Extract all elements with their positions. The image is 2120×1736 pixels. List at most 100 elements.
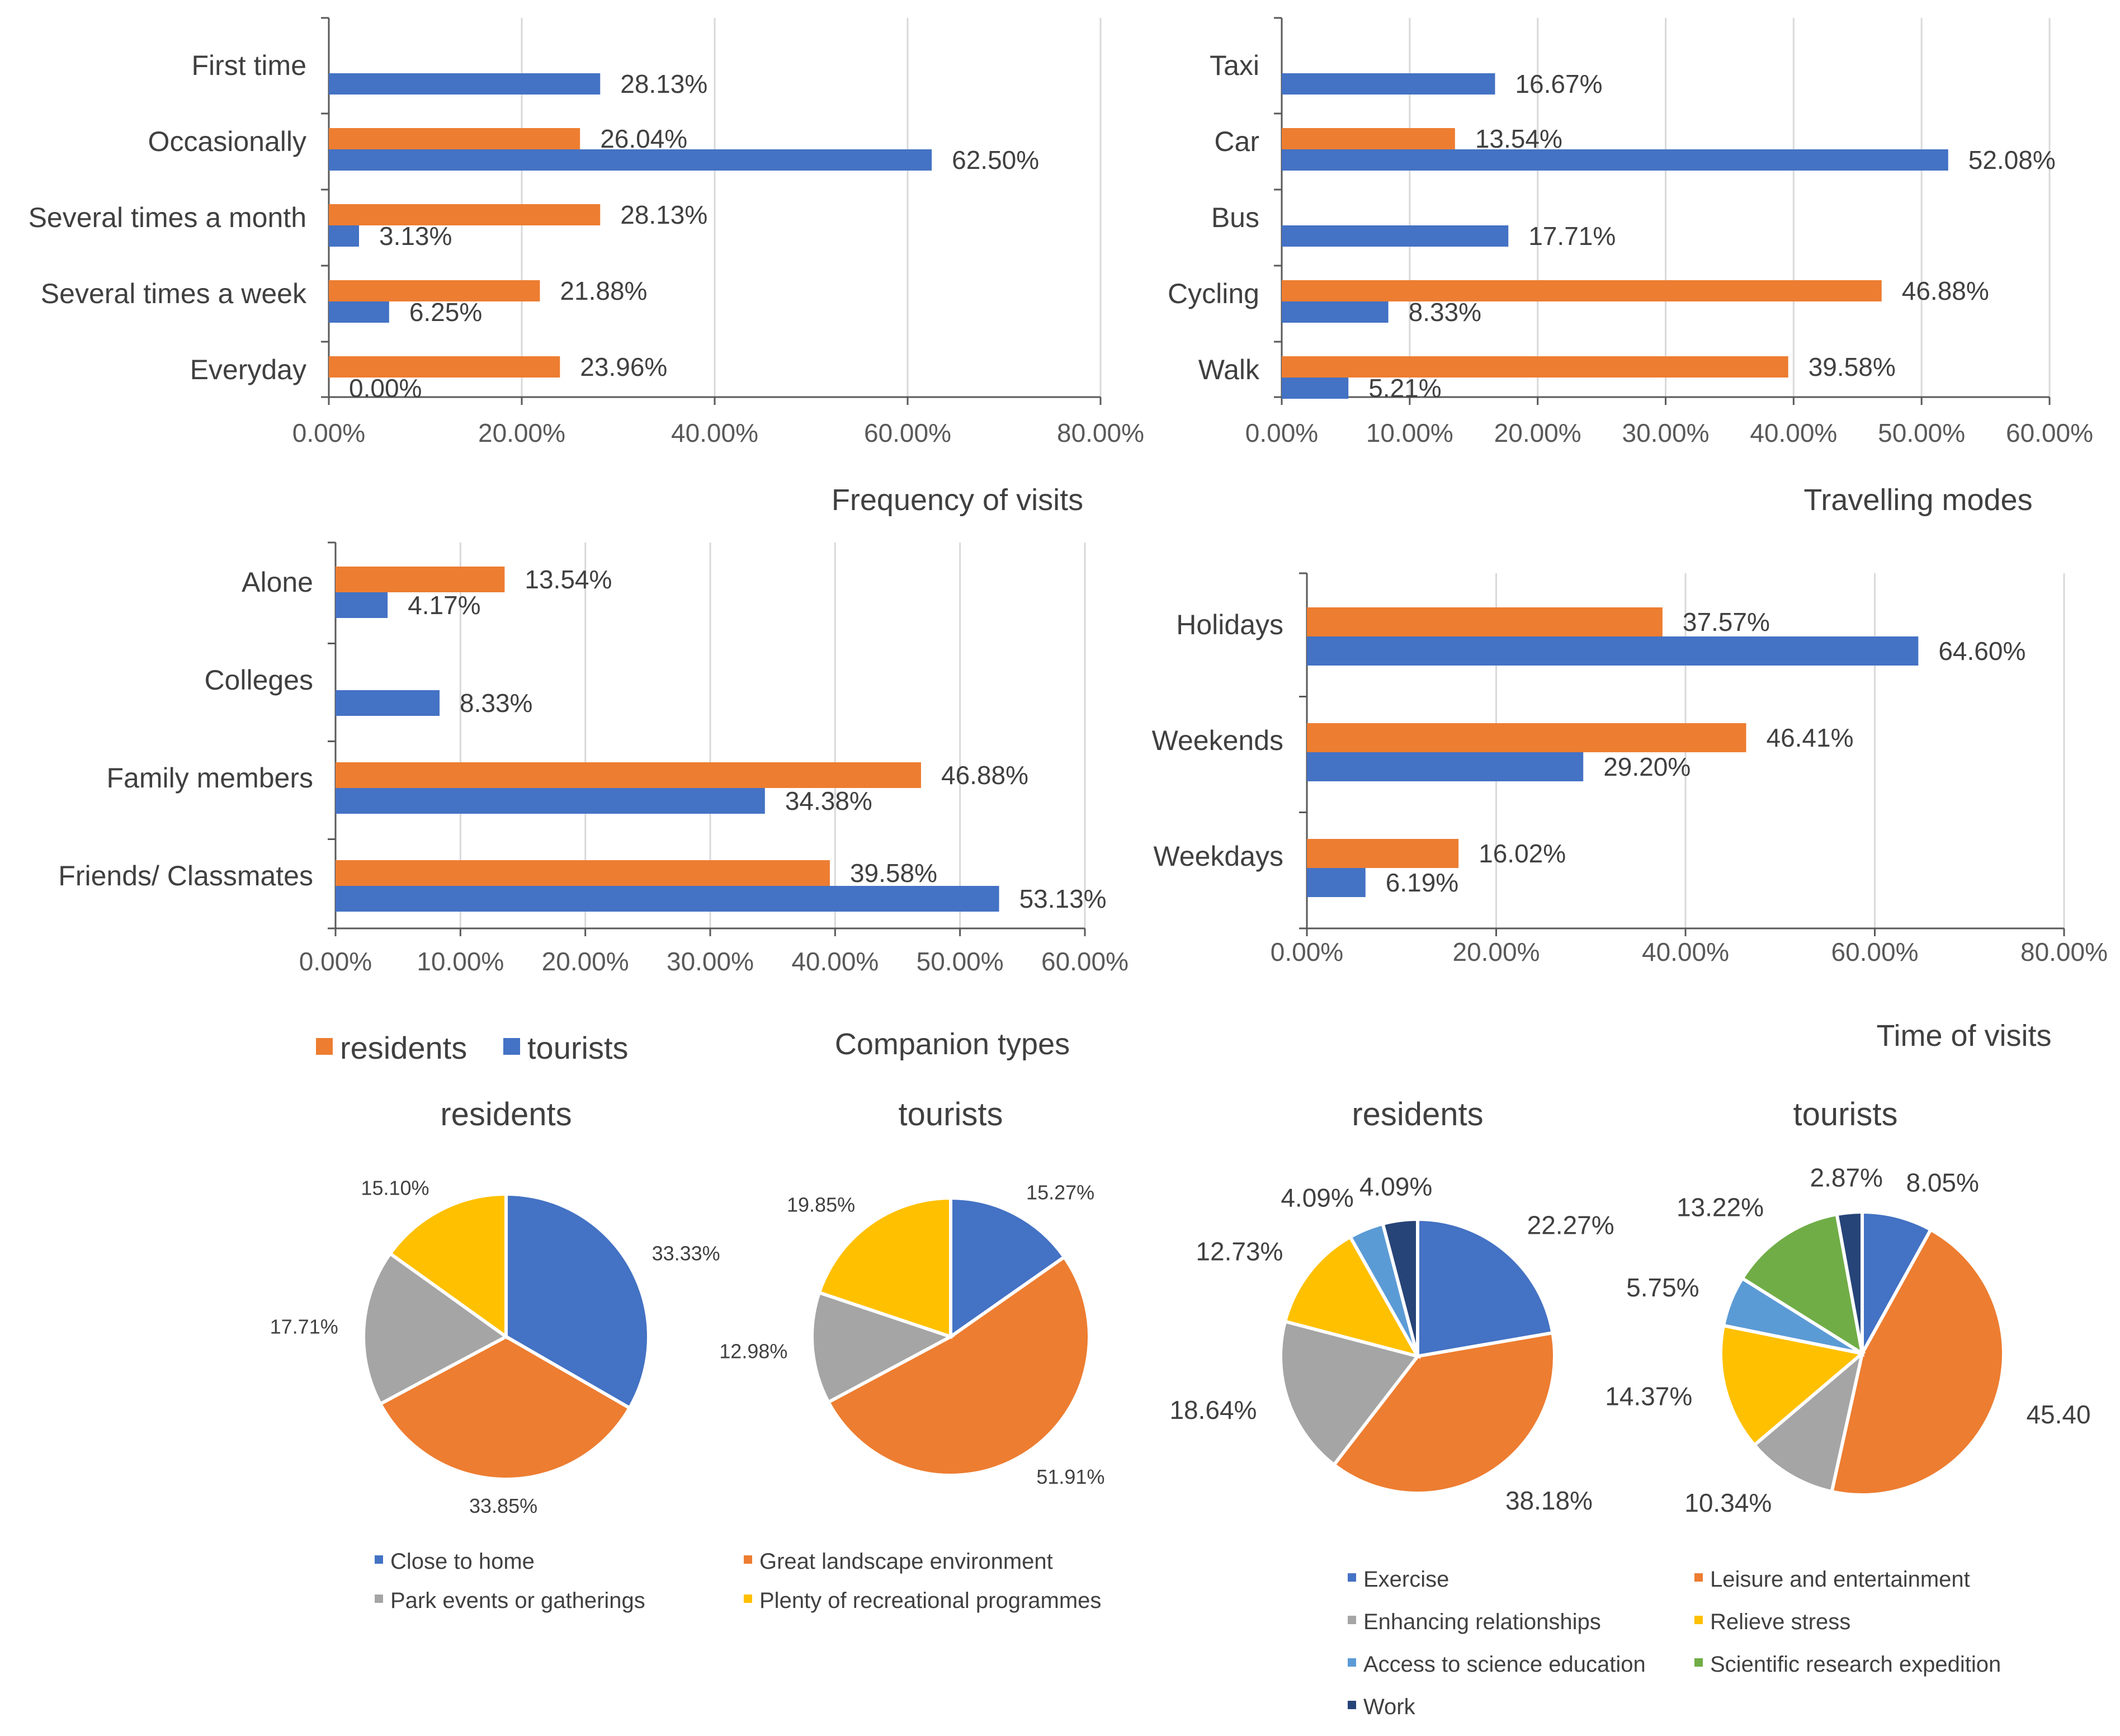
category-label: Several times a week (41, 278, 307, 309)
bar-tourists (329, 225, 359, 247)
bar-tourists (1282, 301, 1389, 323)
legend-swatch (1348, 1701, 1356, 1709)
legend-swatch (1348, 1573, 1356, 1582)
x-tick-label: 60.00% (864, 418, 951, 447)
pie-data-label: 2.87% (1810, 1163, 1883, 1192)
pie-data-label: 15.27% (1026, 1181, 1094, 1204)
pie-slice (1381, 1217, 1419, 1357)
legend-label-tourists: tourists (527, 1030, 629, 1065)
data-label: 46.41% (1766, 723, 1853, 752)
pie-reason_tourists: 15.27% 51.91% 12.98% 19.85% tourists (719, 1096, 1104, 1488)
category-label: Weekends (1152, 725, 1283, 756)
legend-swatch (375, 1555, 383, 1564)
pie-slice (1740, 1212, 1865, 1357)
x-tick-label: 80.00% (2020, 937, 2108, 966)
data-label: 3.13% (379, 221, 452, 251)
data-label: 8.33% (1409, 298, 1481, 327)
chart-travel: 0.00% 10.00% 20.00% 30.00% 40.00% 50.00% 60.00… (1168, 17, 2093, 517)
pie-data-label: 38.18% (1505, 1486, 1593, 1515)
pie-data-label: 12.73% (1196, 1237, 1283, 1266)
pie-data-label: 45.40 (2026, 1400, 2090, 1429)
legend-swatch (1694, 1616, 1703, 1624)
data-label: 17.71% (1528, 221, 1616, 251)
pie-title: tourists (1793, 1096, 1898, 1133)
legend-swatch (744, 1555, 752, 1564)
pie-slice (810, 1290, 955, 1405)
pie-data-label: 15.10% (361, 1176, 429, 1199)
legend-label: Relieve stress (1710, 1610, 1850, 1634)
bar-residents (329, 204, 601, 225)
category-label: Friends/ Classmates (58, 860, 313, 891)
chart-title: Time of visits (1876, 1019, 2051, 1053)
pie-data-label: 10.34% (1684, 1488, 1772, 1517)
legend-purposes: Exercise Leisure and entertainment Enhanci… (1348, 1567, 2001, 1719)
bar-residents (1307, 723, 1746, 752)
bar-tourists (1307, 752, 1584, 781)
category-label: Bus (1211, 202, 1259, 233)
data-label: 37.57% (1683, 607, 1770, 636)
legend-label: Park events or gatherings (390, 1588, 645, 1613)
bar-residents (1307, 839, 1459, 868)
data-label: 46.88% (941, 761, 1028, 790)
bar-tourists (1282, 378, 1349, 399)
legend-label: Leisure and entertainment (1710, 1567, 1970, 1592)
x-tick-label: 20.00% (1452, 937, 1540, 966)
data-label: 53.13% (1019, 884, 1107, 913)
data-label: 52.08% (1968, 145, 2056, 174)
bar-tourists (336, 592, 388, 618)
pie-slice (1332, 1331, 1556, 1495)
x-tick-label: 20.00% (1494, 418, 1581, 447)
legend-label-residents: residents (340, 1030, 467, 1065)
pie-data-label: 4.09% (1281, 1183, 1353, 1212)
pie-slice (362, 1251, 509, 1407)
pie-data-label: 14.37% (1605, 1381, 1692, 1410)
bar-tourists (336, 690, 440, 716)
legend-swatch-residents (316, 1038, 333, 1055)
chart-title: Travelling modes (1803, 483, 2032, 517)
bar-residents (336, 860, 830, 886)
legend-swatch-tourists (503, 1038, 520, 1055)
legend-label: Work (1363, 1695, 1416, 1719)
category-label: Colleges (204, 664, 313, 696)
pie-slice (949, 1196, 1067, 1340)
data-label: 62.50% (952, 145, 1039, 174)
data-label: 28.13% (620, 200, 707, 229)
category-label: Everyday (190, 354, 306, 385)
category-label: Occasionally (148, 126, 306, 157)
pie-slice (1416, 1217, 1555, 1358)
pie-slice (1861, 1210, 1933, 1360)
chart-time: 0.00% 20.00% 40.00% 60.00% 80.00% Holidays 37.… (1152, 572, 2108, 1053)
bar-tourists (329, 73, 601, 95)
x-tick-label: 0.00% (1245, 418, 1318, 447)
legend-swatch (744, 1595, 752, 1603)
legend-swatch (1694, 1573, 1703, 1582)
x-tick-label: 40.00% (1642, 937, 1729, 966)
pie-title: tourists (899, 1096, 1003, 1133)
chart-companion: 0.00% 10.00% 20.00% 30.00% 40.00% 50.00% 60.00… (58, 541, 1129, 1061)
legend-swatch (1348, 1658, 1356, 1667)
x-tick-label: 80.00% (1057, 418, 1144, 447)
category-label: Family members (107, 762, 313, 794)
pie-data-label: 22.27% (1527, 1211, 1614, 1240)
pie-data-label: 33.85% (469, 1494, 537, 1517)
pie-data-label: 17.71% (270, 1315, 338, 1338)
data-label: 21.88% (560, 276, 647, 305)
pie-slice (1830, 1227, 2005, 1497)
x-tick-label: 0.00% (1271, 937, 1343, 966)
x-tick-label: 60.00% (2006, 418, 2093, 447)
pie-title: residents (440, 1096, 572, 1133)
data-label: 26.04% (600, 124, 687, 153)
bar-residents (1282, 128, 1455, 149)
category-label: Holidays (1176, 609, 1283, 640)
pie-slice (1283, 1234, 1422, 1359)
pie-data-label: 13.22% (1677, 1192, 1764, 1221)
data-label: 13.54% (525, 565, 612, 594)
series-legend: residents tourists (316, 1030, 629, 1065)
x-tick-label: 0.00% (292, 418, 365, 447)
legend-label: Exercise (1363, 1567, 1449, 1592)
category-label: Several times a month (29, 202, 306, 233)
data-label: 28.13% (620, 69, 707, 98)
bar-tourists (1307, 868, 1366, 897)
pie-purpose_tourists: 8.05% 45.40 10.34% 14.37% 5.75% 13.22% 2.87% to… (1605, 1096, 2090, 1517)
bar-residents (329, 356, 560, 378)
